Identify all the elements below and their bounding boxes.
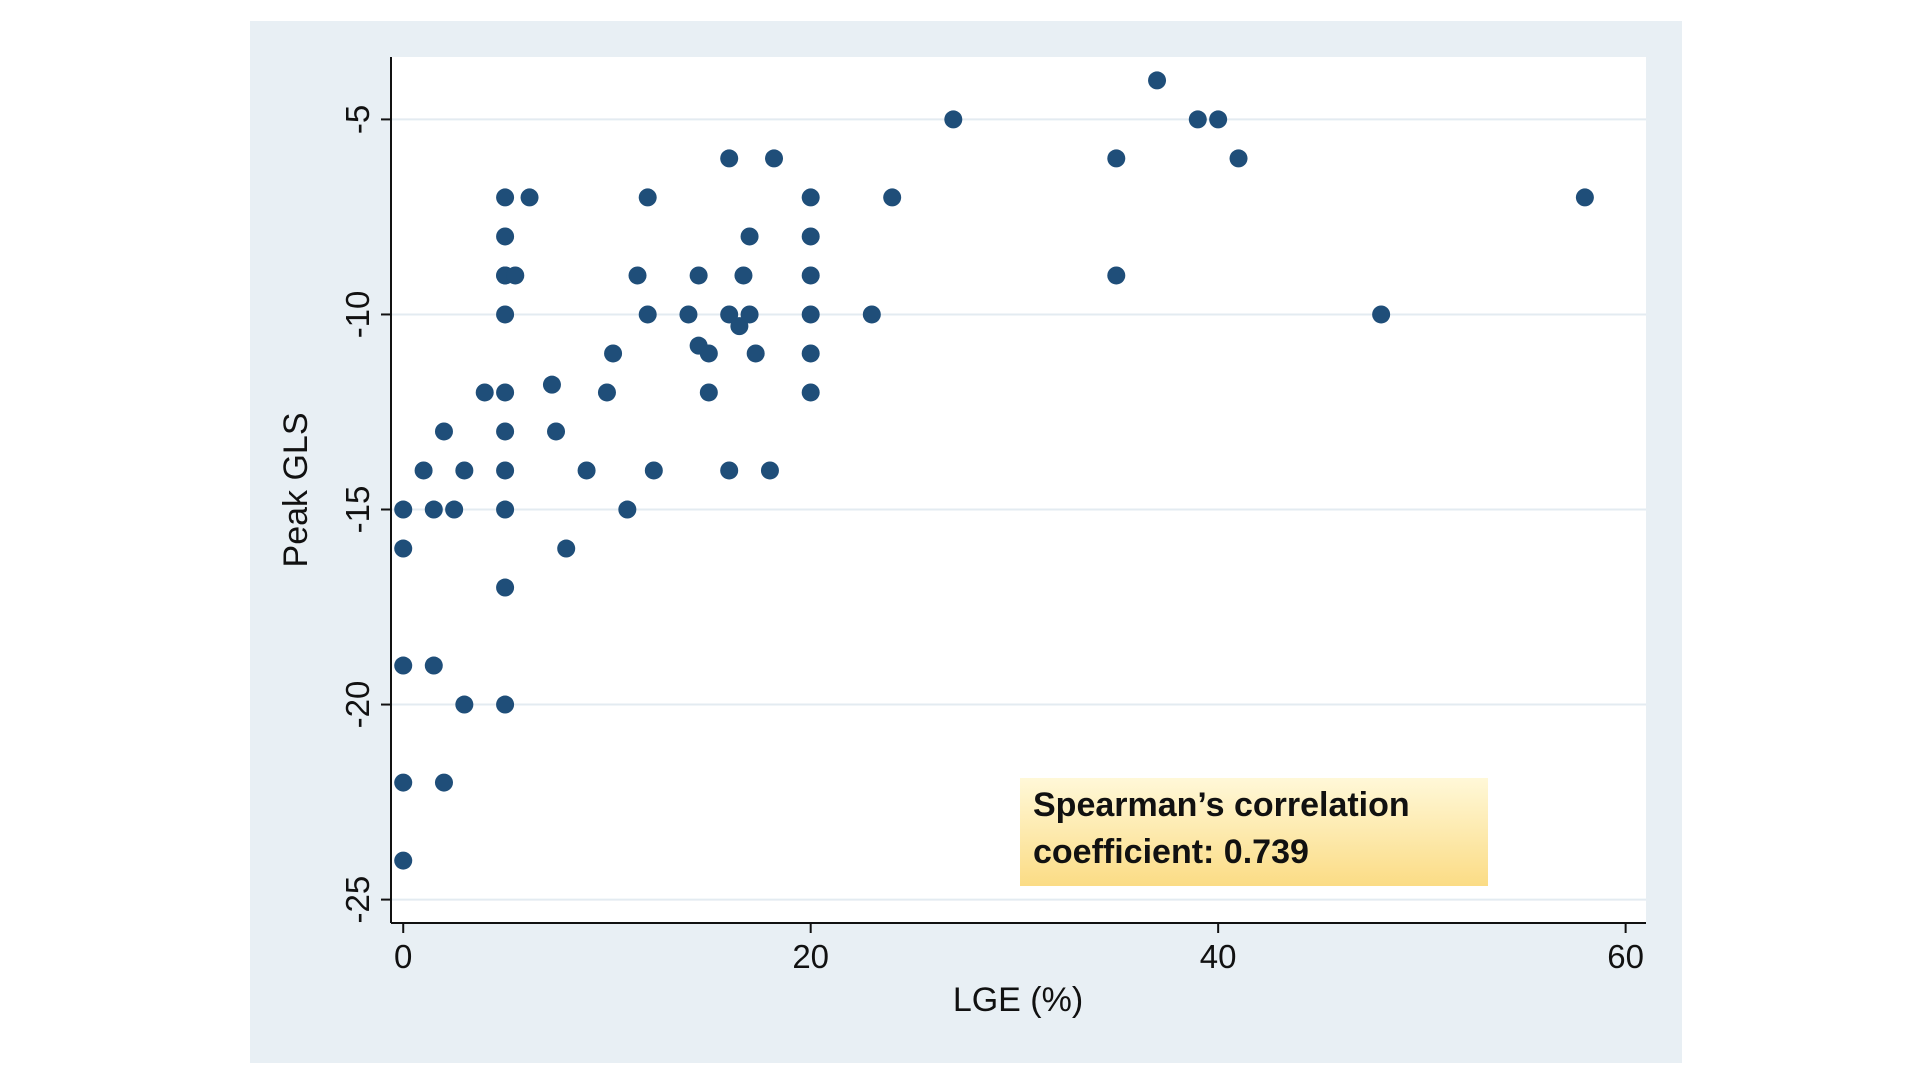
- y-tick-label: -25: [339, 876, 376, 924]
- data-point: [557, 539, 576, 558]
- data-point: [1575, 188, 1594, 207]
- data-point: [944, 110, 963, 129]
- data-point: [496, 578, 515, 597]
- data-point: [496, 422, 515, 441]
- x-axis-title: LGE (%): [953, 981, 1083, 1019]
- data-point: [604, 344, 623, 363]
- data-point: [434, 773, 453, 792]
- x-tick-label: 20: [792, 938, 829, 975]
- y-tick-label: -20: [339, 681, 376, 729]
- data-point: [730, 317, 749, 336]
- axes: [381, 57, 1646, 933]
- data-point: [496, 500, 515, 519]
- data-points: [394, 71, 1594, 870]
- x-tick-label: 0: [394, 938, 412, 975]
- data-point: [699, 383, 718, 402]
- data-point: [644, 461, 663, 480]
- data-point: [1229, 149, 1248, 168]
- data-point: [577, 461, 596, 480]
- data-point: [542, 375, 561, 394]
- gridlines: [391, 118, 1646, 901]
- data-point: [699, 344, 718, 363]
- data-point: [455, 461, 474, 480]
- data-point: [496, 227, 515, 246]
- data-point: [496, 188, 515, 207]
- data-point: [689, 266, 708, 285]
- data-point: [720, 149, 739, 168]
- data-point: [496, 695, 515, 714]
- tick-labels: -5 -10 -15 -20 -25 0 20 40 60: [339, 105, 1644, 975]
- data-point: [638, 188, 657, 207]
- scatter-chart: -5 -10 -15 -20 -25 0 20 40 60 Spearman’s correla…: [277, 57, 1646, 1019]
- data-point: [496, 305, 515, 324]
- data-point: [618, 500, 637, 519]
- data-point: [1107, 149, 1126, 168]
- data-point: [883, 188, 902, 207]
- data-point: [801, 383, 820, 402]
- data-point: [1372, 305, 1391, 324]
- data-point: [1188, 110, 1207, 129]
- correlation-annotation: Spearman’s correlation coefficient: 0.73…: [1020, 778, 1488, 886]
- data-point: [720, 461, 739, 480]
- data-point: [394, 656, 413, 675]
- data-point: [801, 227, 820, 246]
- data-point: [394, 500, 413, 519]
- data-point: [424, 656, 443, 675]
- data-point: [394, 851, 413, 870]
- data-point: [679, 305, 698, 324]
- data-point: [1148, 71, 1167, 90]
- data-point: [424, 500, 443, 519]
- annotation-line-2: coefficient: 0.739: [1033, 833, 1309, 871]
- data-point: [597, 383, 616, 402]
- data-point: [740, 305, 759, 324]
- data-point: [1107, 266, 1126, 285]
- data-point: [720, 305, 739, 324]
- data-point: [520, 188, 539, 207]
- data-point: [455, 695, 474, 714]
- data-point: [1209, 110, 1228, 129]
- data-point: [740, 227, 759, 246]
- data-point: [414, 461, 433, 480]
- annotation-line-1: Spearman’s correlation: [1033, 786, 1410, 824]
- annotation-box: [1020, 778, 1488, 886]
- data-point: [394, 773, 413, 792]
- data-point: [801, 266, 820, 285]
- data-point: [801, 188, 820, 207]
- data-point: [434, 422, 453, 441]
- y-tick-label: -15: [339, 486, 376, 534]
- data-point: [394, 539, 413, 558]
- data-point: [765, 149, 784, 168]
- data-point: [862, 305, 881, 324]
- data-point: [638, 305, 657, 324]
- data-point: [628, 266, 647, 285]
- data-point: [496, 383, 515, 402]
- data-point: [760, 461, 779, 480]
- y-tick-label: -10: [339, 291, 376, 339]
- data-point: [801, 305, 820, 324]
- x-tick-label: 60: [1607, 938, 1644, 975]
- data-point: [746, 344, 765, 363]
- data-point: [547, 422, 566, 441]
- data-point: [734, 266, 753, 285]
- chart-frame: -5 -10 -15 -20 -25 0 20 40 60 Spearman’s correla…: [250, 21, 1682, 1063]
- y-axis-title: Peak GLS: [277, 413, 315, 568]
- data-point: [475, 383, 494, 402]
- x-tick-label: 40: [1200, 938, 1237, 975]
- y-tick-label: -5: [339, 105, 376, 134]
- data-point: [496, 461, 515, 480]
- data-point: [506, 266, 525, 285]
- data-point: [801, 344, 820, 363]
- data-point: [445, 500, 464, 519]
